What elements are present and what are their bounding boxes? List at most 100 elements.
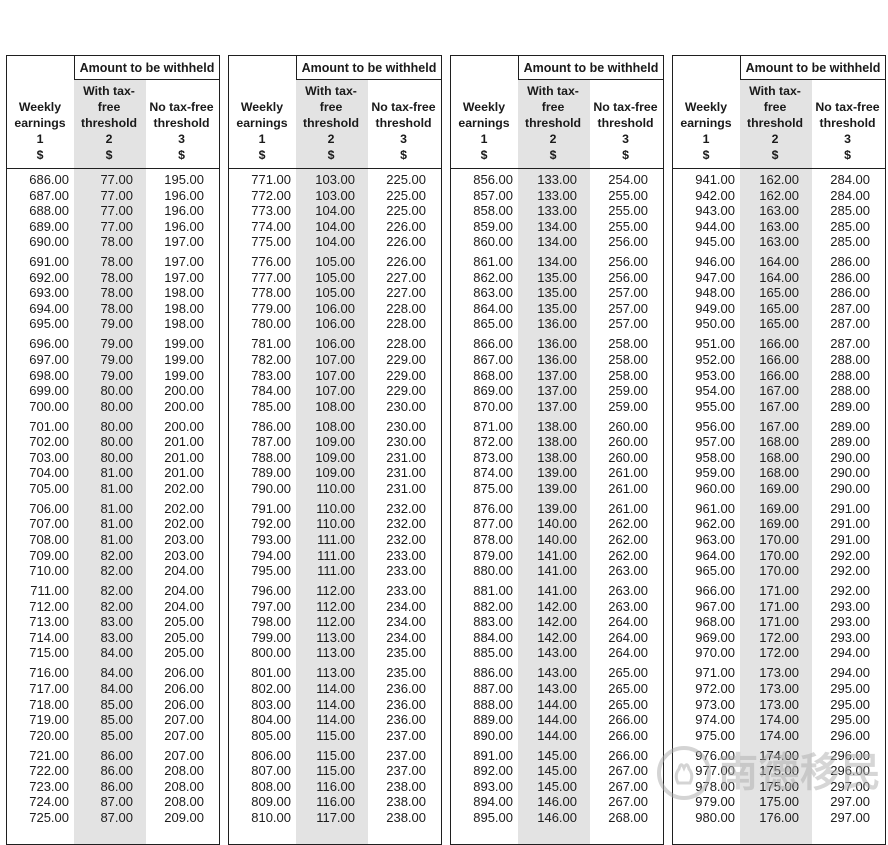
with-threshold-shade [740, 80, 812, 844]
with-threshold-value: 166.00 [759, 352, 799, 368]
weekly-earnings-value: 696.00 [29, 336, 69, 352]
table-header: Amount to be withheld Weekly earnings 1 … [451, 56, 663, 169]
with-threshold-value: 135.00 [537, 285, 577, 301]
table-row: 790.00 110.00 231.00 [229, 481, 441, 497]
table-row: 781.00 106.00 228.00 [229, 336, 441, 352]
table-row: 701.00 80.00 200.00 [7, 419, 219, 435]
weekly-earnings-value: 870.00 [473, 398, 513, 414]
table-row: 895.00 146.00 268.00 [451, 810, 663, 826]
weekly-earnings-value: 857.00 [473, 187, 513, 203]
weekly-earnings-value: 963.00 [695, 532, 735, 548]
no-threshold-value: 295.00 [830, 680, 870, 696]
no-threshold-value: 291.00 [830, 500, 870, 516]
with-threshold-value: 174.00 [759, 727, 799, 743]
no-threshold-value: 291.00 [830, 516, 870, 532]
withholding-table: Amount to be withheld Weekly earnings 1 … [672, 55, 886, 845]
withholding-table: Amount to be withheld Weekly earnings 1 … [228, 55, 442, 845]
table-row: 789.00 109.00 231.00 [229, 465, 441, 481]
no-threshold-value: 198.00 [164, 316, 204, 332]
table-row: 865.00 136.00 257.00 [451, 316, 663, 332]
weekly-earnings-value: 779.00 [251, 300, 291, 316]
table-row: 792.00 110.00 232.00 [229, 516, 441, 532]
column-number: 1 [480, 132, 488, 146]
weekly-earnings-value: 864.00 [473, 300, 513, 316]
weekly-earnings-value: 785.00 [251, 398, 291, 414]
with-threshold-value: 77.00 [100, 203, 133, 219]
with-threshold-value: 133.00 [537, 187, 577, 203]
weekly-earnings-value: 977.00 [695, 763, 735, 779]
table-row: 809.00 116.00 238.00 [229, 794, 441, 810]
weekly-earnings-value: 775.00 [251, 234, 291, 250]
no-threshold-value: 293.00 [830, 614, 870, 630]
dollar-sign: $ [105, 148, 113, 162]
with-threshold-value: 84.00 [100, 665, 133, 681]
no-threshold-value: 228.00 [386, 300, 426, 316]
table-row: 886.00 143.00 265.00 [451, 665, 663, 681]
no-threshold-value: 284.00 [830, 187, 870, 203]
no-threshold-value: 255.00 [608, 218, 648, 234]
table-row: 882.00 142.00 263.00 [451, 599, 663, 615]
table-row: 804.00 114.00 236.00 [229, 712, 441, 728]
column-headers-row: Weekly earnings 1 $ With tax-free thresh… [673, 80, 885, 169]
table-row: 972.00 173.00 295.00 [673, 681, 885, 697]
no-threshold-value: 267.00 [608, 794, 648, 810]
no-threshold-value: 260.00 [608, 418, 648, 434]
weekly-earnings-value: 972.00 [695, 680, 735, 696]
weekly-earnings-value: 943.00 [695, 203, 735, 219]
weekly-earnings-value: 958.00 [695, 449, 735, 465]
with-threshold-value: 84.00 [100, 680, 133, 696]
with-threshold-value: 84.00 [100, 645, 133, 661]
with-threshold-value: 139.00 [537, 465, 577, 481]
weekly-earnings-value: 974.00 [695, 712, 735, 728]
weekly-earnings-value: 865.00 [473, 316, 513, 332]
with-threshold-value: 172.00 [759, 645, 799, 661]
weekly-earnings-value: 955.00 [695, 398, 735, 414]
no-threshold-value: 258.00 [608, 367, 648, 383]
with-threshold-value: 77.00 [100, 187, 133, 203]
table-row: 706.00 81.00 202.00 [7, 501, 219, 517]
weekly-earnings-value: 980.00 [695, 809, 735, 825]
no-threshold-value: 197.00 [164, 269, 204, 285]
with-threshold-header: With tax-free threshold 2 $ [73, 80, 145, 168]
table-row: 868.00 137.00 258.00 [451, 368, 663, 384]
weekly-earnings-value: 887.00 [473, 680, 513, 696]
column-number: 3 [622, 132, 629, 146]
weekly-earnings-value: 791.00 [251, 500, 291, 516]
table-header: Amount to be withheld Weekly earnings 1 … [673, 56, 885, 169]
dollar-sign: $ [702, 148, 710, 162]
weekly-earnings-value: 700.00 [29, 398, 69, 414]
no-threshold-value: 199.00 [164, 352, 204, 368]
table-row: 694.00 78.00 198.00 [7, 301, 219, 317]
no-threshold-value: 261.00 [608, 500, 648, 516]
weekly-earnings-value: 704.00 [29, 465, 69, 481]
table-row: 974.00 174.00 295.00 [673, 712, 885, 728]
no-threshold-value: 196.00 [164, 187, 204, 203]
table-row: 959.00 168.00 290.00 [673, 465, 885, 481]
weekly-earnings-value: 781.00 [251, 336, 291, 352]
with-threshold-value: 80.00 [100, 434, 133, 450]
with-threshold-value: 137.00 [537, 383, 577, 399]
column-number: 3 [178, 132, 185, 146]
no-threshold-value: 264.00 [608, 645, 648, 661]
table-row: 867.00 136.00 258.00 [451, 352, 663, 368]
table-row: 873.00 138.00 260.00 [451, 450, 663, 466]
weekly-earnings-value: 786.00 [251, 418, 291, 434]
weekly-earnings-value: 874.00 [473, 465, 513, 481]
no-threshold-value: 197.00 [164, 234, 204, 250]
no-threshold-label: No tax-free threshold [815, 100, 880, 130]
table-row: 979.00 175.00 297.00 [673, 794, 885, 810]
no-threshold-value: 287.00 [830, 316, 870, 332]
no-threshold-value: 230.00 [386, 418, 426, 434]
with-threshold-value: 107.00 [315, 352, 355, 368]
with-threshold-value: 175.00 [759, 778, 799, 794]
no-threshold-value: 294.00 [830, 665, 870, 681]
table-row: 704.00 81.00 201.00 [7, 465, 219, 481]
weekly-earnings-value: 803.00 [251, 696, 291, 712]
column-headers-row: Weekly earnings 1 $ With tax-free thresh… [451, 80, 663, 169]
with-threshold-value: 166.00 [759, 336, 799, 352]
with-threshold-value: 105.00 [315, 254, 355, 270]
with-threshold-value: 136.00 [537, 316, 577, 332]
with-threshold-value: 81.00 [100, 500, 133, 516]
table-row: 793.00 111.00 232.00 [229, 532, 441, 548]
no-threshold-value: 255.00 [608, 187, 648, 203]
